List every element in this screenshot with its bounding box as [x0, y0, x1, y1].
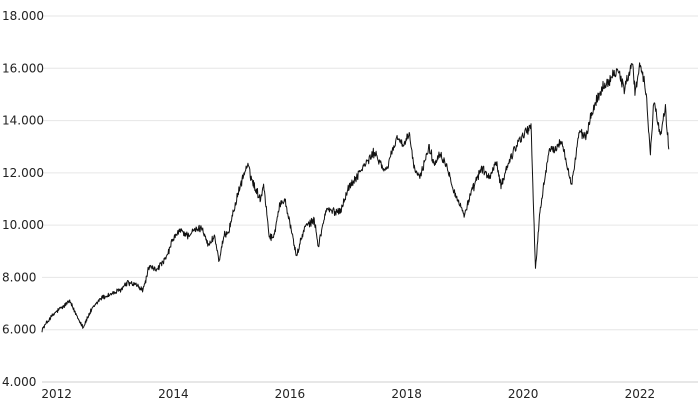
- y-tick-label: 6.000: [2, 323, 36, 337]
- y-tick-label: 14.000: [2, 114, 44, 128]
- y-tick-label: 16.000: [2, 61, 44, 75]
- grid: [42, 15, 698, 331]
- y-tick-label: 8.000: [2, 270, 36, 284]
- x-tick-label: 2018: [391, 387, 422, 400]
- x-tick-label: 2016: [275, 387, 306, 400]
- y-tick-label: 4.000: [2, 375, 36, 389]
- y-tick-label: 12.000: [2, 166, 44, 180]
- series-line: [41, 62, 670, 333]
- y-tick-label: 10.000: [2, 218, 44, 232]
- x-tick-label: 2012: [41, 387, 72, 400]
- x-axis-tick-labels: 2012 2014 2016 2018 2020 2022: [41, 387, 655, 400]
- x-tick-label: 2020: [508, 387, 539, 400]
- y-axis-tick-labels: 4.000 6.000 8.000 10.000 12.000 14.000 16.000 1…: [2, 9, 44, 389]
- series-group: [41, 62, 670, 333]
- y-tick-label: 18.000: [2, 9, 44, 23]
- x-tick-label: 2014: [158, 387, 189, 400]
- x-tick-label: 2022: [625, 387, 656, 400]
